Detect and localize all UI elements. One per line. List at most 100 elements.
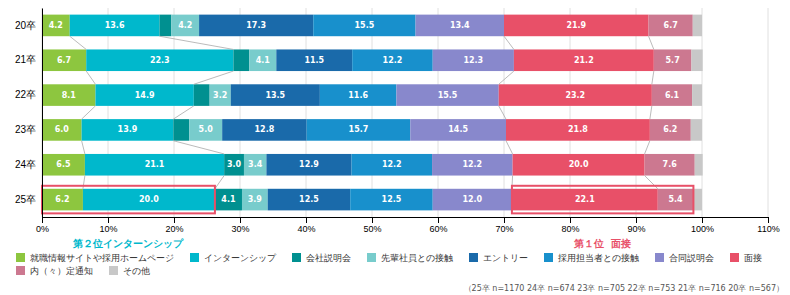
data-label: 12.0 <box>462 195 482 204</box>
legend-item: 就職情報サイトや採用ホームページ <box>16 253 174 263</box>
data-label: 13.6 <box>105 21 125 30</box>
legend: 就職情報サイトや採用ホームページインターンシップ会社説明会先輩社員との接触エント… <box>16 253 762 276</box>
series <box>42 15 95 211</box>
data-label: 8.1 <box>62 91 77 100</box>
data-label: 4.2 <box>49 21 63 30</box>
data-label: 12.2 <box>382 160 402 169</box>
data-label: 6.2 <box>55 195 69 204</box>
annotations: 第２位インターンシップ第１位 面接 <box>72 238 631 249</box>
bar-segment <box>233 49 249 71</box>
bar-segment <box>173 119 189 141</box>
tick-mark <box>372 217 373 223</box>
connector-line <box>649 36 654 49</box>
annotation: 第２位インターンシップ <box>72 238 184 249</box>
legend-label: その他 <box>123 266 150 276</box>
bar-segment <box>410 119 506 141</box>
grid-line <box>504 8 505 217</box>
legend-swatch <box>16 266 25 275</box>
data-label: 4.1 <box>221 195 236 204</box>
tick-label: 90% <box>627 224 645 234</box>
tick-label: 24卒 <box>15 159 36 170</box>
tick-label: 25卒 <box>15 194 36 205</box>
x-tick: 40% <box>297 217 315 234</box>
bars <box>42 15 703 211</box>
data-label: 12.5 <box>299 195 319 204</box>
chart: （25卒 n=1170 24卒 n=674 23卒 n=705 22卒 n=75… <box>0 0 790 295</box>
data-label: 5.0 <box>199 125 214 134</box>
bar-segment <box>692 84 702 106</box>
data-label: 21.1 <box>145 160 165 169</box>
bar-segment <box>307 119 411 141</box>
plot: 4.26.78.16.06.56.213.622.314.913.921.120… <box>15 8 780 234</box>
data-label: 12.5 <box>382 195 402 204</box>
data-labels: 4.26.78.16.06.56.213.622.314.913.921.120… <box>49 21 683 204</box>
bar-segment <box>42 119 82 141</box>
grid-line <box>768 8 769 217</box>
connector-line <box>159 36 233 49</box>
legend-item: 合同説明会 <box>655 253 714 263</box>
bar-segment <box>506 119 650 141</box>
tick-mark <box>768 217 769 223</box>
connector-line <box>70 36 87 49</box>
data-label: 15.5 <box>355 21 375 30</box>
data-label: 6.7 <box>57 56 71 65</box>
series <box>199 15 352 211</box>
tick-mark <box>174 217 175 223</box>
legend-swatch <box>367 253 376 262</box>
bar-segment <box>693 15 702 37</box>
connector-line <box>645 141 650 154</box>
connector-line <box>83 176 85 189</box>
series <box>70 15 234 211</box>
data-label: 12.8 <box>255 125 275 134</box>
bar-segment <box>432 154 513 176</box>
legend-swatch <box>730 253 739 262</box>
connector-line <box>82 106 96 119</box>
series <box>691 15 703 211</box>
data-label: 6.2 <box>663 125 677 134</box>
connector-line <box>652 71 654 84</box>
x-tick: 20% <box>165 217 183 234</box>
legend-item: その他 <box>109 266 150 276</box>
bar-segment <box>231 84 320 106</box>
tick-label: 60% <box>429 224 447 234</box>
tick-label: 70% <box>495 224 513 234</box>
x-tick: 0% <box>36 217 49 234</box>
bar-segment <box>433 49 514 71</box>
bar-segment <box>276 49 352 71</box>
data-label: 17.3 <box>246 21 266 30</box>
bar-segment <box>652 84 692 106</box>
y-tick: 24卒 <box>15 159 36 170</box>
tick-label: 30% <box>231 224 249 234</box>
x-tick: 70% <box>495 217 513 234</box>
data-label: 14.9 <box>135 91 155 100</box>
bar-segment <box>650 119 691 141</box>
data-label: 5.4 <box>669 195 684 204</box>
legend-label: 先輩社員との接触 <box>381 253 453 263</box>
legend-item: 会社説明会 <box>292 253 351 263</box>
x-tick: 90% <box>627 217 645 234</box>
tick-label: 50% <box>363 224 381 234</box>
data-label: 5.7 <box>666 56 680 65</box>
bar-segment <box>82 119 174 141</box>
data-label: 21.8 <box>568 125 588 134</box>
data-label: 20.0 <box>139 195 159 204</box>
y-tick: 25卒 <box>15 194 36 205</box>
bar-segment <box>159 15 171 37</box>
tick-label: 40% <box>297 224 315 234</box>
highlight-box <box>512 186 694 214</box>
data-label: 12.2 <box>383 56 403 65</box>
tick-label: 23卒 <box>15 124 36 135</box>
bar-segment <box>42 84 95 106</box>
bar-segment <box>83 189 215 211</box>
tick-label: 80% <box>561 224 579 234</box>
y-tick: 23卒 <box>15 124 36 135</box>
bar-segment <box>42 15 70 37</box>
data-label: 12.2 <box>462 160 482 169</box>
y-tick: 20卒 <box>15 20 36 31</box>
connector-line <box>504 36 514 49</box>
series <box>396 15 513 211</box>
legend-label: エントリー <box>483 253 528 263</box>
connector-line <box>82 141 85 154</box>
connectors <box>70 36 658 189</box>
bar-segment <box>416 15 504 37</box>
